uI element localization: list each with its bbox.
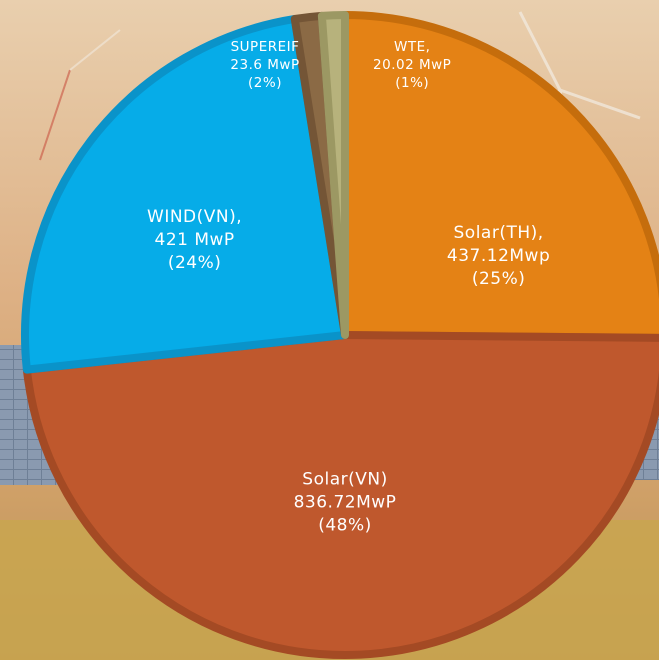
slice-label-line: SUPEREIF [231, 39, 300, 55]
slice-label-supereif: SUPEREIF 23.6 MwP (2%) [230, 39, 299, 91]
pie-slice-wte [317, 11, 349, 339]
wind-turbine-icon [39, 29, 121, 161]
slice-label-line: (1%) [395, 75, 429, 91]
slice-label-line: WIND(VN), [147, 207, 242, 227]
slice-label-line: Solar(TH), [454, 223, 544, 243]
slice-label-line: 437.12Mwp [447, 246, 550, 266]
slice-label-line: 23.6 MwP [230, 57, 299, 73]
slice-label-wind-vn: WIND(VN), 421 MwP (24%) [147, 207, 242, 273]
slice-label-line: (24%) [168, 253, 222, 273]
pie-slice-solar-vn [22, 331, 659, 659]
slice-label-line: Solar(VN) [302, 469, 387, 489]
slice-label-line: (25%) [472, 269, 526, 289]
slice-label-line: 836.72MwP [294, 492, 397, 512]
slice-label-solar-th: Solar(TH), 437.12Mwp (25%) [447, 223, 550, 289]
slice-label-line: (48%) [318, 515, 372, 535]
slice-label-solar-vn: Solar(VN) 836.72MwP (48%) [294, 469, 397, 535]
slice-label-wte: WTE, 20.02 MwP (1%) [373, 39, 451, 91]
slice-label-line: 421 MwP [155, 230, 235, 250]
pie-slice-wind-vn [21, 14, 349, 374]
pie-slice-solar-th [341, 11, 659, 342]
slice-label-line: (2%) [248, 75, 282, 91]
slice-label-line: WTE, [394, 39, 430, 55]
slice-label-line: 20.02 MwP [373, 57, 451, 73]
